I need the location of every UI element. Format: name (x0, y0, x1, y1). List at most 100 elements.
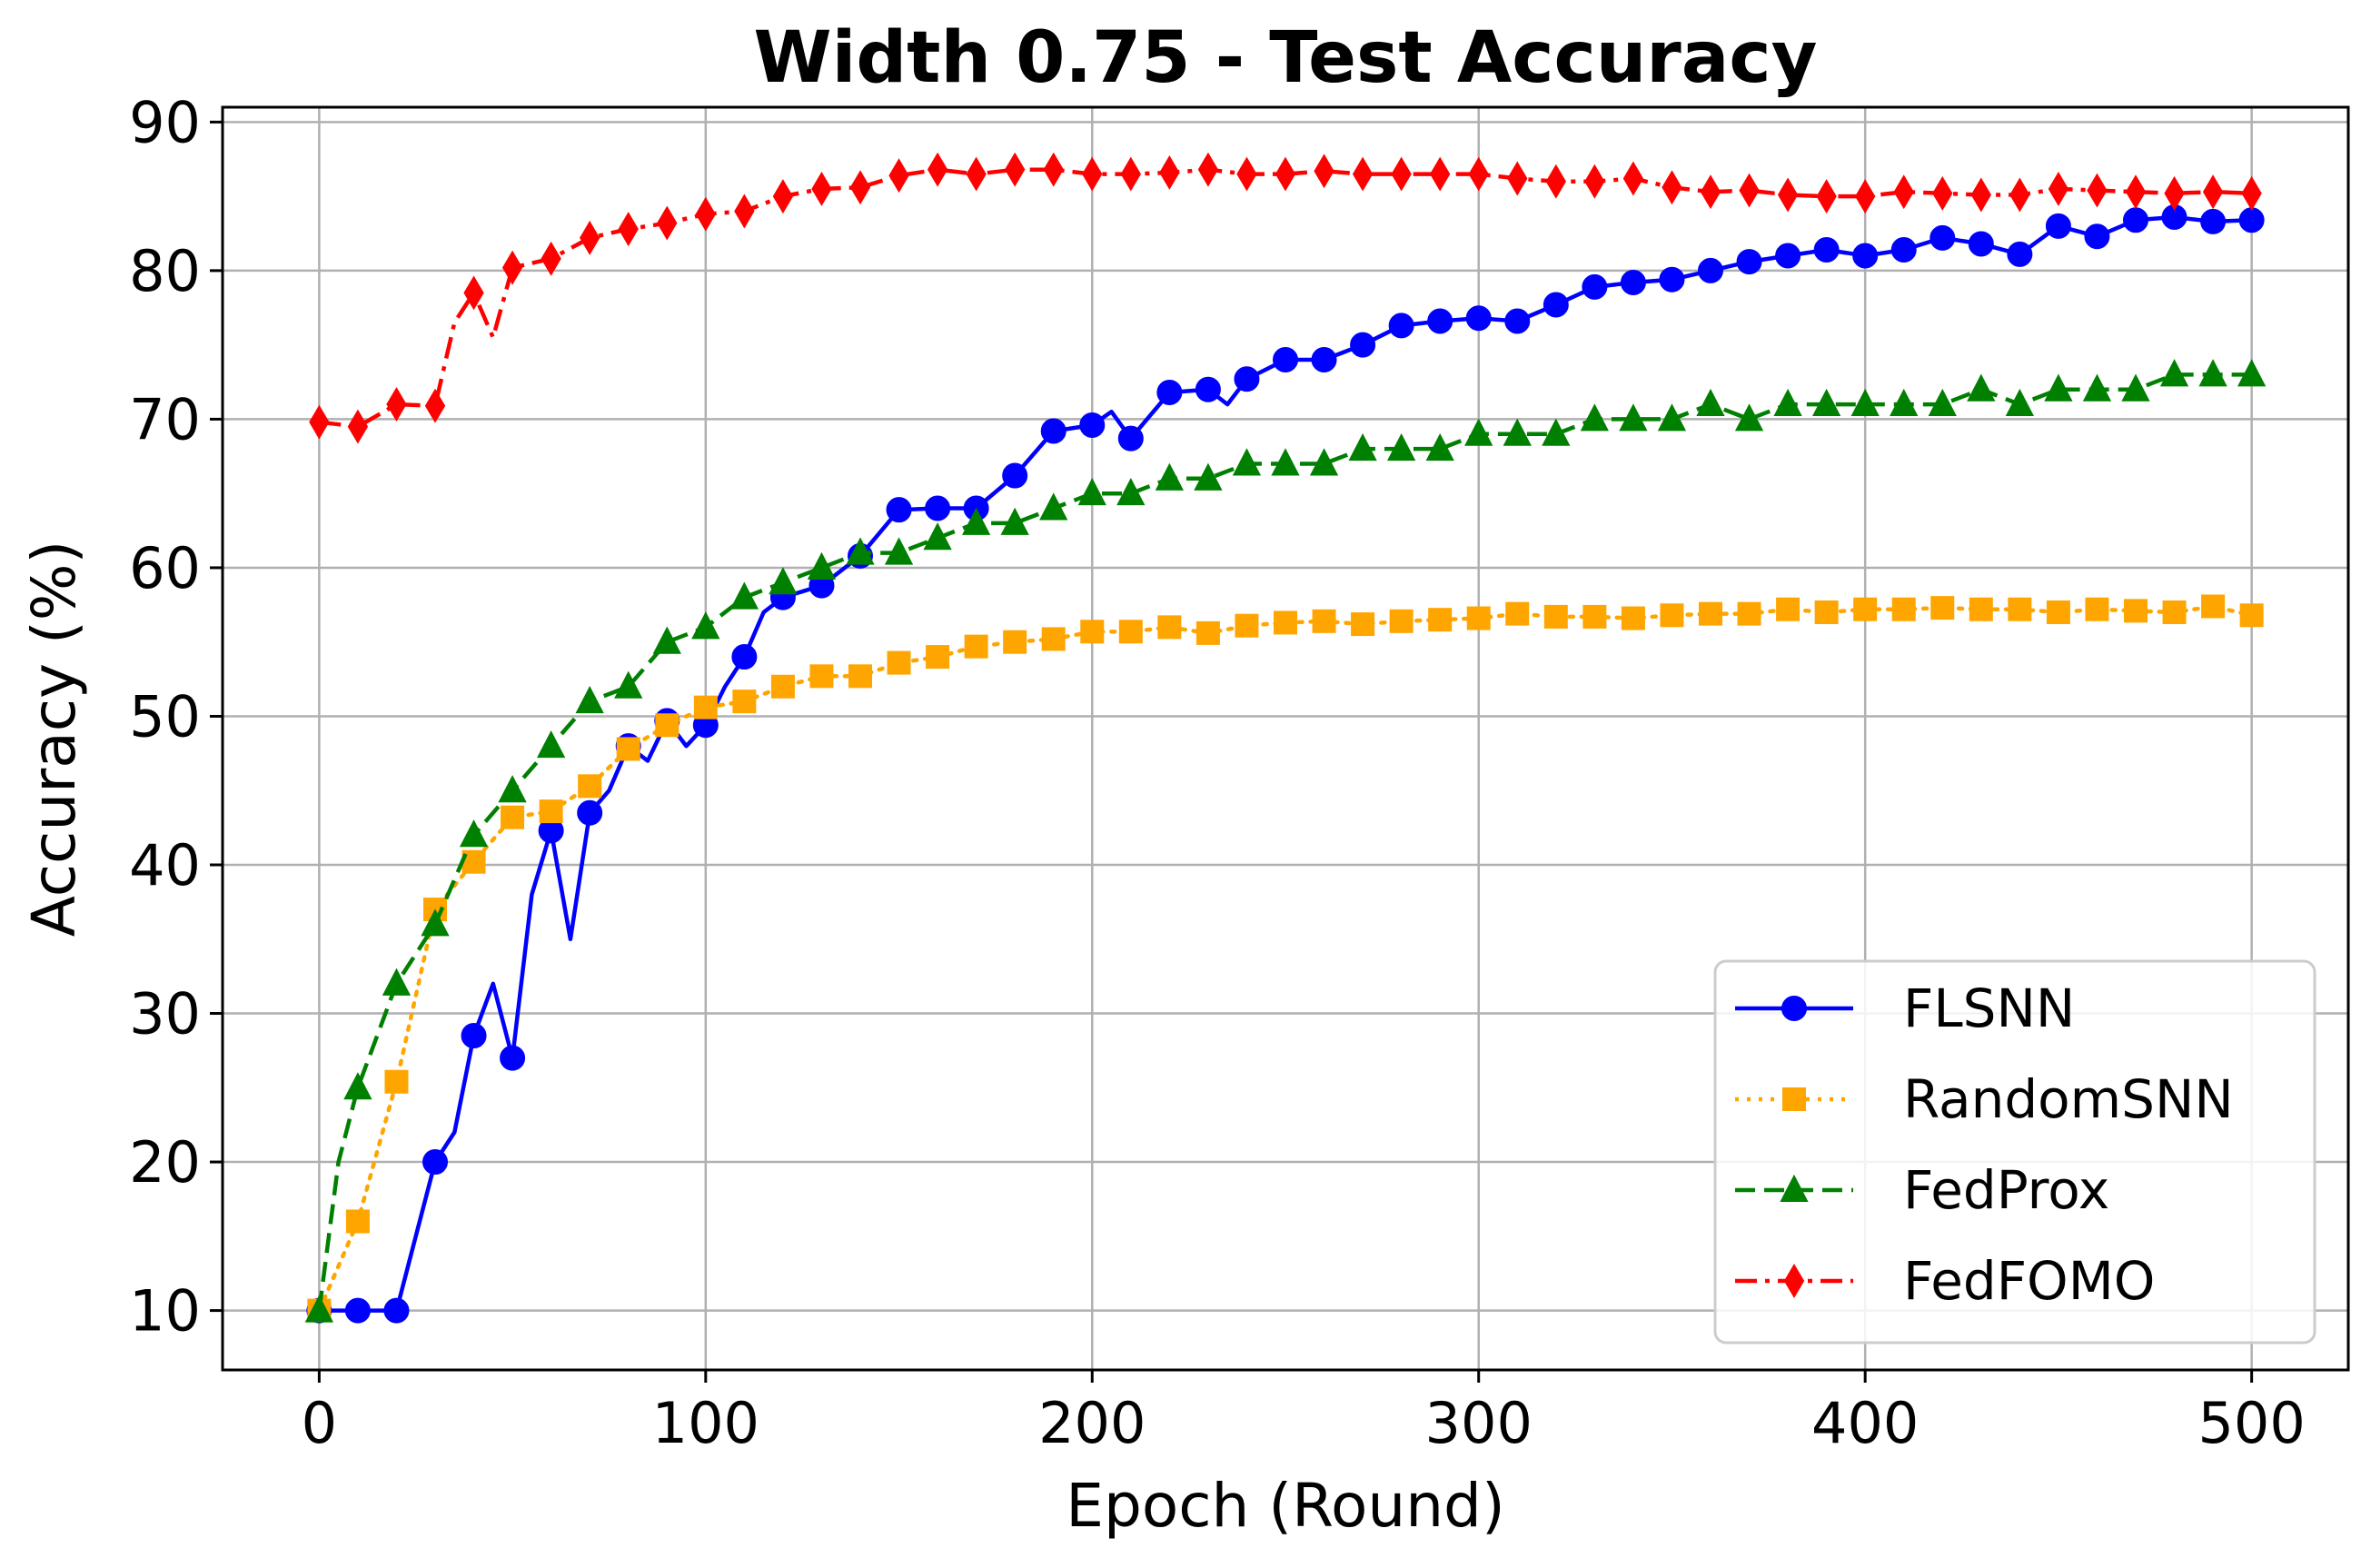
series-randomsnn (307, 594, 2264, 1323)
data-point-fedfomo (1043, 152, 1064, 187)
data-point-randomsnn (1699, 601, 1722, 626)
data-point-flsnn (1388, 313, 1414, 339)
data-point-fedprox (1039, 492, 1068, 521)
data-point-fedfomo (695, 196, 716, 232)
data-point-randomsnn (1660, 603, 1684, 628)
data-point-fedprox (1967, 373, 1996, 402)
data-point-randomsnn (1389, 609, 1414, 633)
data-point-fedfomo (580, 220, 600, 255)
data-point-flsnn (1582, 273, 1608, 300)
data-point-flsnn (1504, 308, 1531, 334)
x-tick-label: 0 (302, 1390, 337, 1456)
data-point-flsnn (886, 497, 912, 523)
data-point-fedprox (1811, 388, 1841, 417)
data-point-flsnn (1736, 249, 1762, 275)
data-point-flsnn (500, 1045, 526, 1071)
data-point-randomsnn (1853, 597, 1878, 621)
data-point-fedfomo (1005, 152, 1026, 187)
data-point-randomsnn (809, 664, 834, 689)
data-point-randomsnn (1814, 600, 1839, 624)
data-point-fedprox (1580, 403, 1610, 432)
y-tick-label: 60 (129, 535, 201, 601)
data-point-fedfomo (501, 250, 523, 285)
series-fedprox (304, 359, 2267, 1323)
data-point-fedfomo (1082, 156, 1103, 192)
data-point-fedprox (1890, 388, 1919, 417)
data-point-flsnn (422, 1149, 448, 1176)
data-point-randomsnn (2085, 597, 2109, 621)
x-tick-label: 500 (2197, 1390, 2305, 1456)
data-point-fedfomo (618, 212, 639, 247)
data-point-randomsnn (1195, 620, 1220, 645)
legend: FLSNN RandomSNN FedProx FedFOMO (1713, 959, 2316, 1345)
data-point-fedfomo (772, 179, 794, 214)
data-point-fedprox (961, 507, 991, 535)
data-point-randomsnn (501, 805, 525, 829)
data-point-flsnn (1040, 418, 1066, 444)
data-point-randomsnn (926, 645, 950, 670)
data-point-fedprox (2044, 373, 2073, 402)
y-tick-label: 20 (129, 1129, 201, 1196)
data-point-fedfomo (1584, 164, 1605, 199)
x-tick-label: 100 (652, 1390, 759, 1456)
data-point-flsnn (1156, 379, 1183, 405)
data-point-randomsnn (1312, 609, 1336, 633)
data-point-flsnn (2123, 207, 2148, 233)
data-point-fedprox (2082, 373, 2112, 402)
data-point-flsnn (1852, 243, 1879, 269)
data-point-fedfomo (1236, 156, 1257, 192)
data-point-fedprox (1734, 403, 1764, 432)
data-point-fedfomo (347, 409, 369, 444)
data-point-fedfomo (1159, 154, 1180, 190)
data-point-fedprox (1503, 418, 1532, 446)
data-point-fedfomo (888, 158, 909, 194)
data-point-flsnn (1311, 347, 1337, 372)
y-axis-label: Accuracy (%) (19, 541, 89, 938)
data-point-flsnn (2045, 213, 2071, 239)
y-tick-label: 70 (129, 386, 201, 452)
data-point-fedprox (536, 730, 566, 759)
legend-marker-fedprox (1780, 1174, 1809, 1202)
series-flsnn (306, 204, 2265, 1324)
data-point-fedfomo (1816, 179, 1837, 214)
data-point-fedfomo (1507, 161, 1528, 196)
data-point-flsnn (1002, 462, 1028, 489)
data-point-flsnn (1465, 305, 1492, 332)
data-point-fedprox (1657, 403, 1687, 432)
data-point-fedprox (1155, 462, 1185, 491)
data-point-randomsnn (2008, 597, 2032, 621)
data-point-fedfomo (2009, 177, 2030, 213)
data-point-fedprox (1309, 448, 1339, 476)
data-point-fedfomo (1700, 174, 1721, 210)
data-point-fedprox (2005, 388, 2035, 417)
data-point-fedprox (729, 581, 759, 610)
data-point-fedfomo (2125, 174, 2147, 210)
data-point-fedfomo (657, 205, 678, 241)
data-point-fedprox (1116, 478, 1146, 506)
data-point-fedprox (304, 1295, 334, 1323)
data-point-flsnn (1234, 366, 1260, 392)
data-point-randomsnn (732, 690, 757, 714)
data-point-randomsnn (1080, 620, 1105, 644)
data-point-flsnn (1543, 292, 1569, 318)
data-point-fedprox (1077, 478, 1106, 506)
axis-ticks: 0 100 200 300 400 500 10 20 30 40 50 60 70 80 90 (129, 89, 2306, 1456)
data-point-fedprox (1232, 448, 1262, 476)
legend-marker-flsnn (1781, 996, 1807, 1021)
data-point-fedfomo (966, 156, 987, 192)
data-point-randomsnn (693, 695, 718, 719)
data-point-fedprox (884, 537, 914, 565)
data-point-fedprox (1464, 418, 1493, 446)
grid-lines (223, 107, 2348, 1370)
data-point-flsnn (2084, 223, 2110, 250)
data-point-fedprox (2198, 359, 2227, 387)
data-point-fedprox (846, 537, 875, 565)
data-point-flsnn (1968, 231, 1994, 257)
data-point-flsnn (2238, 207, 2265, 233)
data-point-flsnn (1698, 257, 1723, 283)
data-point-fedfomo (849, 170, 871, 205)
data-point-fedfomo (1430, 156, 1451, 192)
data-point-fedfomo (1352, 156, 1374, 192)
data-point-fedprox (2159, 359, 2189, 387)
